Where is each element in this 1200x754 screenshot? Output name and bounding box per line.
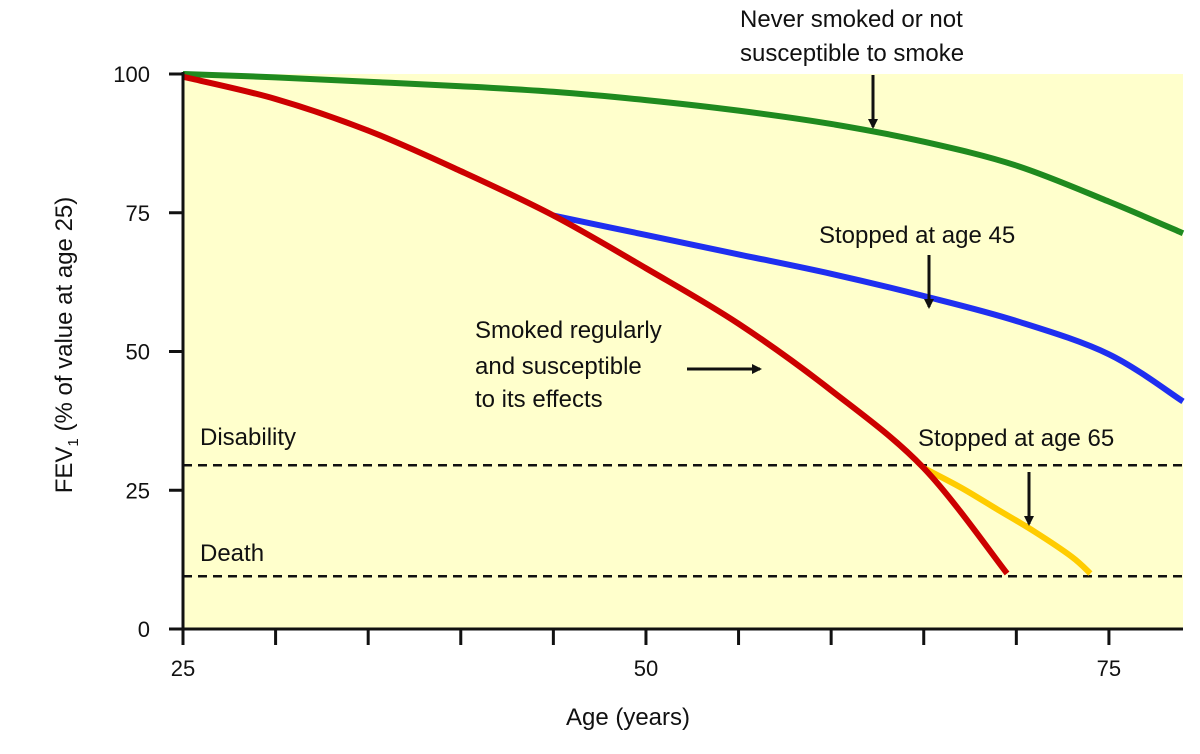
annotation-never-line2: susceptible to smoke [740,40,964,67]
annotation-smoked-line2: and susceptible [475,353,642,380]
plot-background [183,74,1183,629]
x-tick-label: 75 [1097,656,1121,681]
y-axis-title: FEV1 (% of value at age 25) [51,197,82,494]
series-line-stopped65 [922,465,1093,576]
x-tick-label: 50 [634,656,658,681]
annotation-smoked-line3: to its effects [475,386,603,413]
y-tick-label: 75 [126,201,150,226]
series-line-smoked [182,73,1010,576]
annotation-disability: Disability [200,424,296,451]
series-line-stopped45 [552,212,1185,404]
annotation-stopped45: Stopped at age 45 [819,222,1015,249]
annotation-never-line1: Never smoked or not [740,6,963,33]
annotation-smoked-line1: Smoked regularly [475,317,662,344]
y-tick-label: 25 [126,478,150,503]
x-axis-title: Age (years) [566,704,690,731]
annotation-stopped65: Stopped at age 65 [918,425,1114,452]
annotation-death: Death [200,540,264,567]
series-line-never [182,71,1185,237]
y-tick-label: 0 [138,617,150,642]
y-tick-label: 50 [126,340,150,365]
x-tick-label: 25 [171,656,195,681]
y-tick-label: 100 [113,62,150,87]
